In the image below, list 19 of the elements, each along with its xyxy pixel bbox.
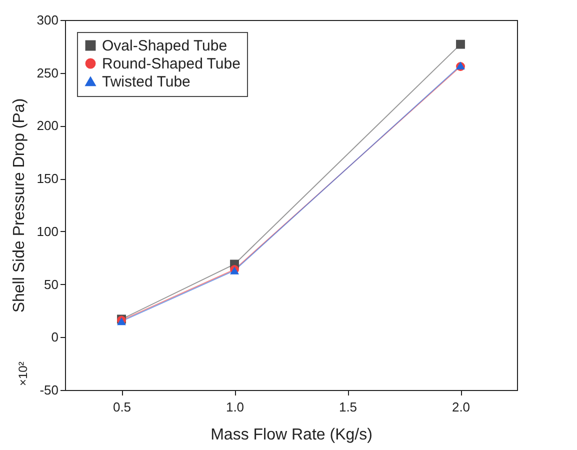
x-tick-label: 0.5 [112, 400, 132, 414]
y-tick-label: -50 [40, 382, 58, 398]
point [456, 40, 465, 49]
y-tick-label: 200 [36, 118, 58, 134]
x-tick-label: 1.0 [226, 400, 244, 414]
y-tick-label: 100 [36, 224, 58, 239]
x-axis-title: Mass Flow Rate (Kg/s) [210, 426, 372, 444]
y-tick-label: 150 [36, 171, 58, 186]
y-tick-label: 250 [36, 65, 58, 80]
y-tick-label: 300 [36, 12, 58, 28]
legend-label: Round-Shaped Tube [102, 56, 240, 72]
legend-label: Twisted Tube [102, 74, 190, 90]
y-axis-title: Shell Side Pressure Drop (Pa) [10, 98, 28, 313]
legend-label: Oval-Shaped Tube [102, 38, 228, 54]
x-tick-label: 1.5 [338, 400, 358, 414]
x-tick-label: 2.0 [452, 400, 470, 414]
text: ×10² [16, 362, 30, 386]
y-tick-label: 50 [44, 276, 58, 292]
y-tick-label: 0 [51, 330, 58, 345]
